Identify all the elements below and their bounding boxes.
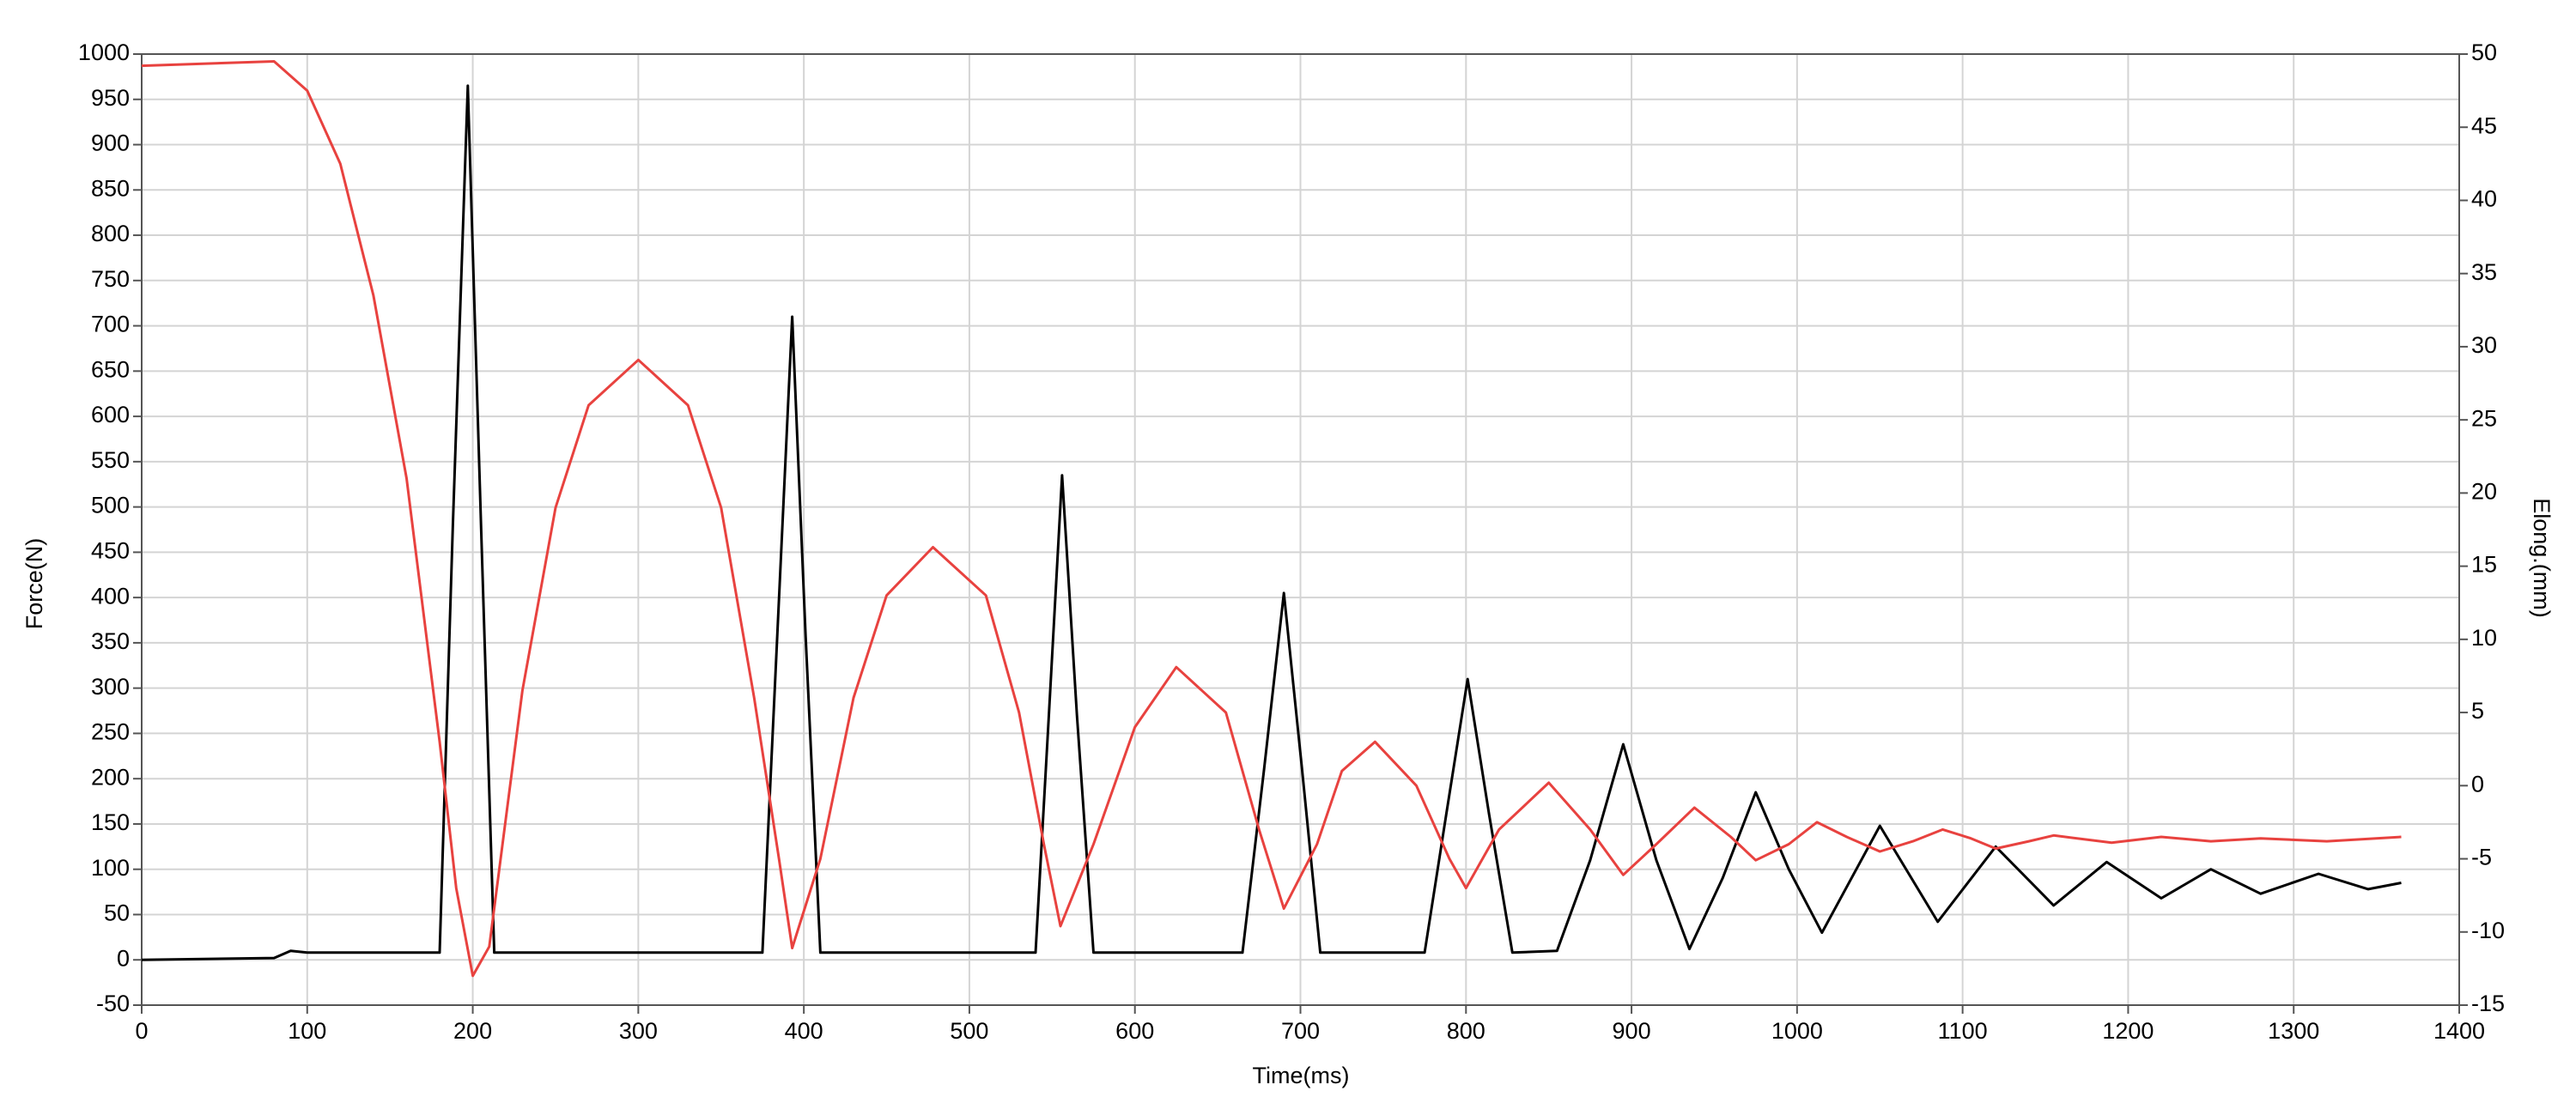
y-tick-label: 100: [91, 855, 130, 881]
y2-tick-label: 40: [2471, 186, 2497, 212]
y-tick-label: -50: [96, 991, 130, 1016]
x-tick-label: 800: [1447, 1018, 1485, 1044]
y-tick-label: 500: [91, 493, 130, 518]
plot-frame: [141, 53, 2460, 1006]
y2-axis-label: Elong.(mm): [2529, 498, 2555, 618]
y-tick-label: 750: [91, 266, 130, 292]
y-tick-label: 550: [91, 447, 130, 473]
x-tick-label: 500: [950, 1018, 988, 1044]
y-tick-label: 250: [91, 719, 130, 745]
x-tick-label: 1300: [2268, 1018, 2319, 1044]
y-tick-label: 50: [104, 900, 130, 926]
y2-tick-label: 20: [2471, 479, 2497, 505]
y2-tick-label: -5: [2471, 845, 2492, 870]
y2-tick-label: -15: [2471, 991, 2505, 1016]
y-tick-label: 600: [91, 402, 130, 427]
y2-tick-label: 35: [2471, 259, 2497, 285]
y-tick-label: 200: [91, 764, 130, 790]
x-tick-label: 0: [135, 1018, 148, 1044]
x-tick-label: 200: [453, 1018, 492, 1044]
y2-tick-label: 5: [2471, 698, 2484, 724]
x-tick-label: 1000: [1771, 1018, 1823, 1044]
y2-tick-label: 15: [2471, 552, 2497, 578]
y2-tick-label: 0: [2471, 771, 2484, 797]
y-tick-label: 700: [91, 312, 130, 337]
y-tick-label: 450: [91, 538, 130, 564]
y-tick-label: 0: [117, 945, 130, 971]
x-tick-label: 100: [288, 1018, 326, 1044]
y-tick-label: 350: [91, 628, 130, 654]
y-tick-label: 150: [91, 809, 130, 835]
y-tick-label: 400: [91, 583, 130, 609]
x-axis-label: Time(ms): [1253, 1063, 1350, 1088]
y-tick-label: 300: [91, 674, 130, 700]
y-tick-label: 950: [91, 85, 130, 111]
series-line: [141, 60, 2402, 978]
y2-tick-label: -10: [2471, 918, 2505, 943]
y2-tick-label: 30: [2471, 332, 2497, 358]
y-tick-label: 800: [91, 221, 130, 246]
x-tick-label: 1100: [1938, 1018, 1988, 1044]
x-tick-label: 900: [1613, 1018, 1651, 1044]
y-tick-label: 850: [91, 175, 130, 201]
y2-tick-label: 50: [2471, 39, 2497, 65]
y2-tick-label: 25: [2471, 405, 2497, 431]
y-tick-label: 900: [91, 130, 130, 156]
x-tick-label: 300: [619, 1018, 658, 1044]
x-tick-label: 1200: [2102, 1018, 2154, 1044]
x-tick-label: 600: [1115, 1018, 1154, 1044]
y-tick-label: 650: [91, 356, 130, 382]
x-tick-label: 1400: [2433, 1018, 2485, 1044]
y-axis-label: Force(N): [21, 538, 47, 630]
series-line: [141, 84, 2402, 961]
y2-tick-label: 10: [2471, 625, 2497, 651]
y2-tick-label: 45: [2471, 112, 2497, 138]
x-tick-label: 400: [785, 1018, 823, 1044]
x-tick-label: 700: [1281, 1018, 1320, 1044]
y-tick-label: 1000: [78, 39, 130, 65]
